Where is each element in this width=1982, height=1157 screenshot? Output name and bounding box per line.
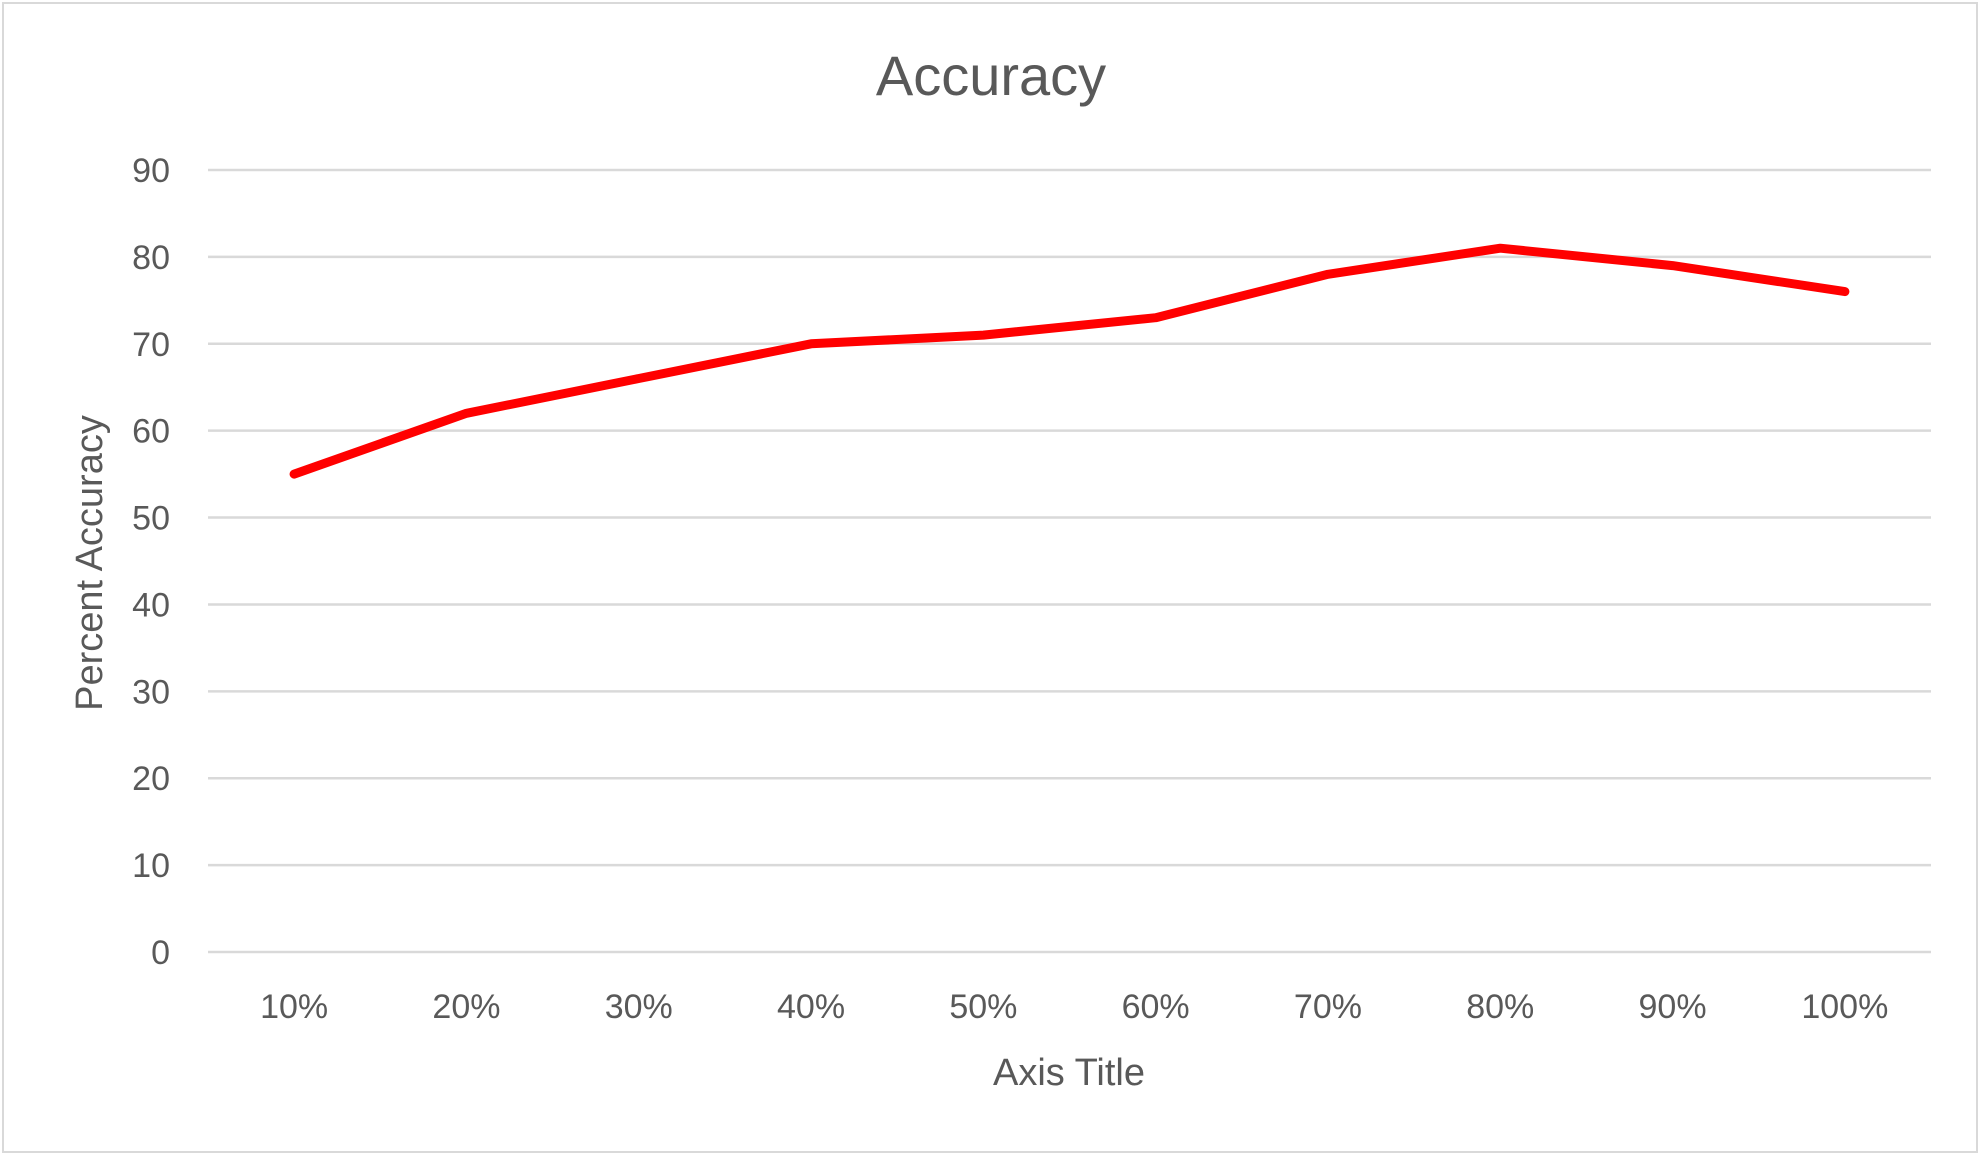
y-tick-label: 70 [132,326,170,364]
x-tick-label: 80% [1466,988,1534,1026]
y-tick-label: 80 [132,239,170,277]
x-tick-label: 90% [1639,988,1707,1026]
y-tick-label: 30 [132,673,170,711]
gridlines [208,168,1931,954]
x-tick-label: 70% [1294,988,1362,1026]
x-tick-label: 50% [949,988,1017,1026]
x-tick-label: 30% [605,988,673,1026]
x-tick-label: 100% [1801,988,1888,1026]
y-axis-ticks: 0 10 20 30 40 50 60 70 80 90 [132,152,170,972]
x-axis-title: Axis Title [993,1052,1145,1094]
y-tick-label: 20 [132,760,170,798]
y-axis-title: Percent Accuracy [69,415,111,711]
chart-title: Accuracy [876,44,1106,107]
x-tick-label: 40% [777,988,845,1026]
x-tick-label: 20% [432,988,500,1026]
y-tick-label: 50 [132,500,170,538]
x-tick-label: 60% [1122,988,1190,1026]
series-line [289,243,1850,479]
y-tick-label: 0 [151,934,170,972]
series-layer [289,243,1850,479]
x-axis-ticks: 10% 20% 30% 40% 50% 60% 70% 80% 90% 100% [260,988,1888,1026]
y-tick-label: 10 [132,847,170,885]
y-tick-label: 60 [132,413,170,451]
y-tick-label: 90 [132,152,170,190]
x-tick-label: 10% [260,988,328,1026]
y-tick-label: 40 [132,586,170,624]
